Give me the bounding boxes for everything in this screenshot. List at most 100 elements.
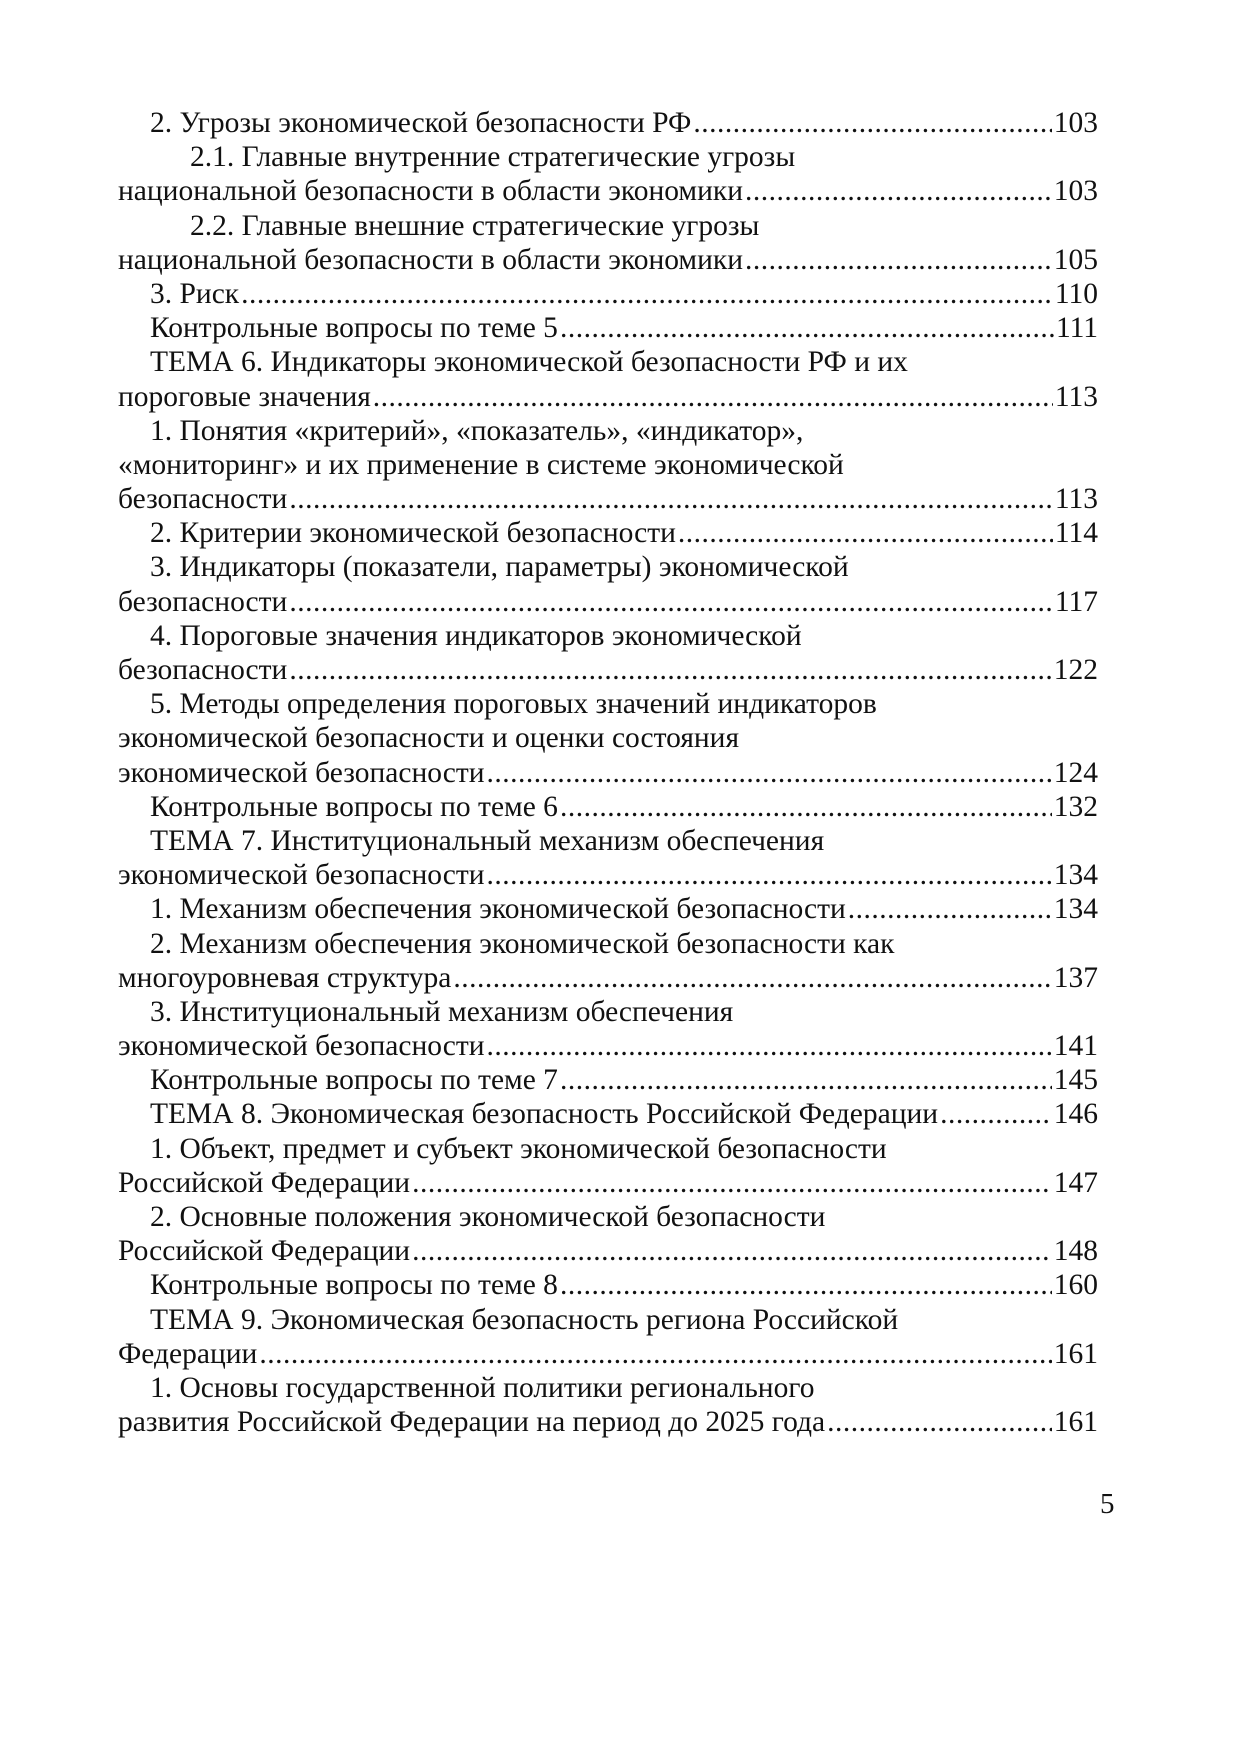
toc-entry: 2. Критерии экономической безопасности 11… (118, 516, 1098, 550)
toc-entry-last-line: ТЕМА 8. Экономическая безопасность Росси… (118, 1097, 1098, 1131)
toc-entry-last-line: экономической безопасности 141 (118, 1029, 1098, 1063)
toc-page-number: 161 (1053, 1337, 1098, 1370)
toc-page-number: 113 (1054, 380, 1098, 413)
toc-entry-title: многоуровневая структура (118, 961, 452, 994)
dot-leader (678, 516, 1053, 550)
dot-leader (745, 243, 1052, 277)
toc-entry-last-line: 3. Риск 110 (118, 277, 1098, 311)
toc-entry: ТЕМА 8. Экономическая безопасность Росси… (118, 1097, 1098, 1131)
toc-entry-title: развития Российской Федерации на период … (118, 1406, 826, 1439)
toc-page-number: 113 (1054, 483, 1098, 516)
toc-entry: Контрольные вопросы по теме 6 132 (118, 790, 1098, 824)
toc-page-number: 148 (1053, 1235, 1098, 1268)
toc-entry-last-line: безопасности 117 (118, 585, 1098, 619)
toc-entry-title: экономической безопасности (118, 859, 485, 892)
toc-entry: 1. Механизм обеспечения экономической бе… (118, 892, 1098, 926)
toc-entry: 5. Методы определения пороговых значений… (118, 687, 1098, 790)
dot-leader (412, 1234, 1052, 1268)
toc-entry-title: пороговые значения (118, 380, 371, 413)
toc-entry-line: 3. Институциональный механизм обеспечени… (150, 995, 734, 1028)
toc-entry-last-line: экономической безопасности 134 (118, 858, 1098, 892)
dot-leader (289, 585, 1053, 619)
dot-leader (487, 1029, 1052, 1063)
toc-page-number: 160 (1053, 1269, 1098, 1302)
toc-entry-title: Российской Федерации (118, 1166, 411, 1199)
toc-entry: ТЕМА 7. Институциональный механизм обесп… (118, 824, 1098, 892)
toc-entry-line: 1. Основы государственной политики регио… (150, 1371, 815, 1404)
toc-entry-title: Контрольные вопросы по теме 8 (150, 1269, 558, 1302)
toc-page-number: 103 (1053, 107, 1098, 139)
toc-page-number: 110 (1054, 277, 1098, 310)
dot-leader (412, 1166, 1052, 1200)
toc-entry-title: Контрольные вопросы по теме 5 (150, 312, 558, 345)
dot-leader (940, 1097, 1052, 1131)
toc-entry-title: национальной безопасности в области экон… (118, 243, 744, 276)
toc-page-number: 141 (1053, 1030, 1098, 1063)
toc-entry-last-line: национальной безопасности в области экон… (118, 174, 1098, 208)
dot-leader (560, 311, 1054, 345)
toc-entry: 2. Механизм обеспечения экономической бе… (118, 927, 1098, 995)
toc-page-number: 147 (1053, 1166, 1098, 1199)
dot-leader (453, 961, 1051, 995)
toc-entry-last-line: Российской Федерации 148 (118, 1234, 1098, 1268)
toc-entry: 2.1. Главные внутренние стратегические у… (118, 140, 1098, 208)
dot-leader (487, 756, 1052, 790)
toc-entry-line: 5. Методы определения пороговых значений… (150, 688, 877, 721)
toc-entry-last-line: безопасности 113 (118, 482, 1098, 516)
toc-entry-title: безопасности (118, 585, 288, 618)
toc-entry-line: 2. Механизм обеспечения экономической бе… (150, 927, 895, 960)
toc-entry: 2. Основные положения экономической безо… (118, 1200, 1098, 1268)
toc-entry: 3. Риск 110 (118, 277, 1098, 311)
toc-page-number: 117 (1054, 585, 1098, 618)
toc-entry: 1. Понятия «критерий», «показатель», «ин… (118, 414, 1098, 517)
toc-entry: 4. Пороговые значения индикаторов эконом… (118, 619, 1098, 687)
toc-page-number: 134 (1053, 893, 1098, 926)
toc-entry-last-line: Федерации 161 (118, 1337, 1098, 1371)
toc-entry-last-line: Контрольные вопросы по теме 6 132 (118, 790, 1098, 824)
dot-leader (259, 1337, 1051, 1371)
toc-entry-line: 2.1. Главные внутренние стратегические у… (190, 141, 796, 174)
toc-entry-last-line: Российской Федерации 147 (118, 1166, 1098, 1200)
toc-entry-title: Контрольные вопросы по теме 7 (150, 1064, 558, 1097)
toc-page-number: 114 (1054, 517, 1098, 550)
toc-entry-last-line: Контрольные вопросы по теме 5 111 (118, 311, 1098, 345)
toc-entry-line: «мониторинг» и их применение в системе э… (118, 448, 844, 481)
toc-entry-title: 3. Риск (150, 277, 240, 310)
toc-entry-title: национальной безопасности в области экон… (118, 175, 744, 208)
toc-entry-last-line: национальной безопасности в области экон… (118, 243, 1098, 277)
toc-entry-last-line: безопасности 122 (118, 653, 1098, 687)
toc-entry-last-line: пороговые значения 113 (118, 380, 1098, 414)
toc-entry-line: ТЕМА 6. Индикаторы экономической безопас… (150, 346, 908, 379)
toc-page-number: 122 (1053, 654, 1098, 686)
toc-entry: 3. Индикаторы (показатели, параметры) эк… (118, 550, 1098, 618)
dot-leader (289, 653, 1051, 687)
toc-entry: Контрольные вопросы по теме 7 145 (118, 1063, 1098, 1097)
toc-entry: ТЕМА 9. Экономическая безопасность регио… (118, 1303, 1098, 1371)
toc-entry-title: 2. Критерии экономической безопасности (150, 517, 676, 550)
toc-page-number: 134 (1053, 859, 1098, 892)
toc-page-number: 137 (1053, 961, 1098, 994)
toc-entry-title: Федерации (118, 1337, 258, 1370)
toc-entry-line: ТЕМА 9. Экономическая безопасность регио… (150, 1303, 899, 1336)
toc-entry: 3. Институциональный механизм обеспечени… (118, 995, 1098, 1063)
dot-leader (745, 174, 1052, 208)
toc-entry-title: 2. Угрозы экономической безопасности РФ (150, 107, 692, 139)
toc-entry-title: 1. Механизм обеспечения экономической бе… (150, 893, 846, 926)
toc-entry: 1. Основы государственной политики регио… (118, 1371, 1098, 1439)
toc-page-number: 145 (1053, 1064, 1098, 1097)
toc-entry-line: 3. Индикаторы (показатели, параметры) эк… (150, 551, 849, 584)
table-of-contents: 2. Угрозы экономической безопасности РФ 1… (118, 106, 1098, 1439)
toc-entry-last-line: Контрольные вопросы по теме 8 160 (118, 1268, 1098, 1302)
dot-leader (827, 1405, 1052, 1439)
toc-entry-last-line: многоуровневая структура 137 (118, 961, 1098, 995)
toc-entry: 2.2. Главные внешние стратегические угро… (118, 209, 1098, 277)
toc-entry-line: 4. Пороговые значения индикаторов эконом… (150, 619, 802, 652)
dot-leader (289, 482, 1053, 516)
toc-entry-last-line: 1. Механизм обеспечения экономической бе… (118, 892, 1098, 926)
dot-leader (487, 858, 1052, 892)
toc-entry-line: 1. Объект, предмет и субъект экономическ… (150, 1132, 887, 1165)
toc-entry-title: ТЕМА 8. Экономическая безопасность Росси… (150, 1098, 939, 1131)
toc-page-number: 111 (1055, 312, 1098, 345)
toc-entry-title: Контрольные вопросы по теме 6 (150, 790, 558, 823)
dot-leader (241, 277, 1053, 311)
